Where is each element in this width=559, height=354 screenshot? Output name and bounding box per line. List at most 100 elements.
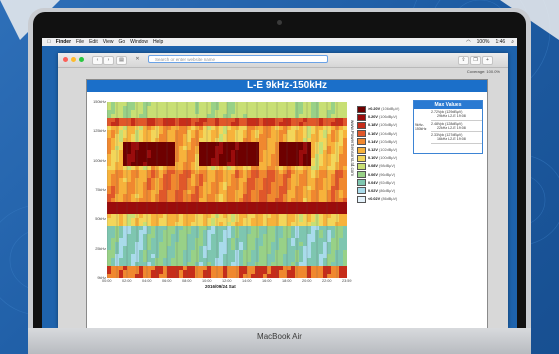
heatmap-cell (179, 146, 184, 151)
heatmap-cell (251, 226, 256, 231)
heatmap-cell (247, 210, 252, 215)
heatmap-cell (219, 118, 224, 123)
heatmap-cell (287, 246, 292, 251)
heatmap-cell (231, 266, 236, 271)
heatmap-cell (299, 122, 304, 127)
heatmap-cell (307, 218, 312, 223)
heatmap-cell (227, 138, 232, 143)
heatmap-cell (307, 230, 312, 235)
tabs-icon[interactable]: ❐ (470, 56, 481, 65)
heatmap-cell (251, 138, 256, 143)
heatmap-cell (223, 110, 228, 115)
heatmap-cell (331, 102, 336, 107)
heatmap-cell (183, 114, 188, 119)
heatmap-cell (247, 110, 252, 115)
heatmap-cell (143, 238, 148, 243)
apple-menu-icon[interactable]:  (47, 38, 51, 46)
heatmap-cell (251, 210, 256, 215)
heatmap-cell (259, 274, 264, 278)
address-bar[interactable]: Search or enter website name (148, 55, 328, 63)
heatmap-cell (299, 218, 304, 223)
wifi-icon[interactable]: ◠ (466, 39, 471, 45)
heatmap-cell (147, 242, 152, 247)
legend-entry: 0.02V (86dBμV) (357, 187, 417, 195)
heatmap-cell (327, 206, 332, 211)
heatmap-cell (163, 122, 168, 127)
heatmap-cell (231, 198, 236, 203)
menu-help[interactable]: Help (149, 39, 163, 45)
heatmap-cell (271, 102, 276, 107)
heatmap-cell (191, 130, 196, 135)
heatmap-cell (171, 114, 176, 119)
heatmap-cell (127, 162, 132, 167)
sidebar-icon[interactable]: ▤ (116, 56, 127, 65)
search-icon[interactable]: ⌕ (511, 39, 514, 45)
menu-finder[interactable]: Finder (52, 39, 71, 45)
heatmap-cell (267, 178, 272, 183)
heatmap-cell (259, 218, 264, 223)
battery-percent[interactable]: 100% (476, 39, 490, 45)
heatmap-cell (143, 230, 148, 235)
menu-edit[interactable]: Edit (85, 39, 98, 45)
heatmap-cell (131, 250, 136, 255)
heatmap-cell (131, 130, 136, 135)
heatmap-cell (327, 150, 332, 155)
legend-label: 0.08V (98dBμV) (368, 164, 396, 169)
heatmap-cell (339, 182, 344, 187)
menu-go[interactable]: Go (114, 39, 125, 45)
heatmap-cell (343, 106, 347, 111)
heatmap-cell (307, 262, 312, 267)
heatmap-cell (223, 106, 228, 111)
heatmap-cell (203, 146, 208, 151)
minimize-icon[interactable] (71, 57, 76, 62)
heatmap-cell (259, 110, 264, 115)
forward-button[interactable]: › (103, 56, 114, 65)
heatmap-cell (227, 194, 232, 199)
heatmap-cell (127, 158, 132, 163)
back-button[interactable]: ‹ (92, 56, 103, 65)
menu-window[interactable]: Window (126, 39, 148, 45)
heatmap-cell (307, 102, 312, 107)
heatmap-cell (199, 238, 204, 243)
stop-icon[interactable]: ✕ (135, 56, 140, 62)
heatmap-cell (227, 270, 232, 275)
heatmap-cell (139, 174, 144, 179)
menu-view[interactable]: View (98, 39, 114, 45)
heatmap-cell (259, 210, 264, 215)
share-icon[interactable]: ⇧ (458, 56, 469, 65)
heatmap-cell (199, 122, 204, 127)
max-values-rows: 2.72Vpk (129dBμV) 29kHz L2-E 19:08 2.48Vpk… (431, 109, 482, 144)
heatmap-cell (159, 186, 164, 191)
heatmap-cell (151, 166, 156, 171)
heatmap-cell (307, 226, 312, 231)
heatmap-cell (199, 242, 204, 247)
heatmap-cell (111, 234, 116, 239)
heatmap-cell (343, 266, 347, 271)
heatmap-cell (123, 186, 128, 191)
heatmap-cell (267, 182, 272, 187)
heatmap-cell (111, 222, 116, 227)
heatmap-cell (107, 206, 112, 211)
heatmap-cell (247, 274, 252, 278)
new-tab-icon[interactable]: + (482, 56, 493, 65)
heatmap-cell (179, 226, 184, 231)
heatmap-cell (159, 226, 164, 231)
menu-file[interactable]: File (72, 39, 84, 45)
heatmap-cell (243, 174, 248, 179)
heatmap-cell (307, 206, 312, 211)
heatmap-cell (307, 246, 312, 251)
heatmap-cell (323, 150, 328, 155)
heatmap-cell (163, 130, 168, 135)
heatmap-cell (287, 218, 292, 223)
heatmap-cell (219, 130, 224, 135)
clock[interactable]: 1:46 (495, 39, 506, 45)
heatmap-cell (343, 110, 347, 115)
heatmap-cell (283, 226, 288, 231)
heatmap-cell (163, 190, 168, 195)
heatmap-cell (287, 178, 292, 183)
zoom-icon[interactable] (79, 57, 84, 62)
heatmap-cell (127, 206, 132, 211)
close-icon[interactable] (63, 57, 68, 62)
heatmap-cell (287, 214, 292, 219)
heatmap-cell (307, 198, 312, 203)
